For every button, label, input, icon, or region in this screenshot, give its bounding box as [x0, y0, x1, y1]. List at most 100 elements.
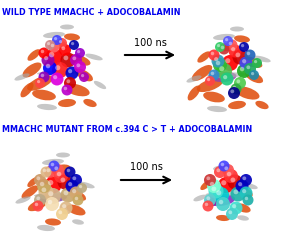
Ellipse shape — [45, 218, 61, 226]
Circle shape — [35, 78, 45, 88]
Ellipse shape — [234, 87, 259, 100]
Ellipse shape — [94, 81, 106, 89]
Circle shape — [236, 79, 240, 83]
Circle shape — [72, 189, 76, 193]
Circle shape — [48, 180, 53, 185]
Circle shape — [223, 75, 227, 79]
Circle shape — [234, 77, 246, 89]
Circle shape — [240, 57, 253, 69]
Circle shape — [61, 46, 65, 50]
Circle shape — [66, 67, 79, 79]
Circle shape — [49, 52, 54, 57]
Circle shape — [51, 44, 54, 47]
Ellipse shape — [39, 193, 67, 203]
Circle shape — [229, 42, 232, 45]
Circle shape — [61, 188, 76, 202]
Circle shape — [212, 186, 216, 191]
Circle shape — [204, 174, 216, 186]
Circle shape — [228, 174, 243, 190]
Ellipse shape — [242, 56, 262, 68]
Circle shape — [214, 57, 218, 61]
Circle shape — [35, 203, 38, 206]
Ellipse shape — [75, 69, 93, 81]
Circle shape — [36, 196, 40, 200]
Circle shape — [231, 177, 235, 182]
Circle shape — [61, 52, 76, 68]
Ellipse shape — [83, 99, 97, 107]
Circle shape — [242, 176, 246, 180]
Ellipse shape — [37, 70, 77, 76]
Ellipse shape — [28, 199, 48, 211]
Circle shape — [67, 169, 70, 172]
Ellipse shape — [188, 86, 200, 101]
Text: WILD TYPE MMACHC + ADOCOBALAMIN: WILD TYPE MMACHC + ADOCOBALAMIN — [2, 8, 181, 17]
Circle shape — [64, 87, 67, 90]
Circle shape — [231, 186, 246, 201]
Circle shape — [206, 176, 210, 180]
Circle shape — [64, 191, 68, 195]
Circle shape — [64, 77, 76, 89]
Circle shape — [232, 204, 236, 208]
Ellipse shape — [212, 72, 237, 82]
Circle shape — [213, 187, 229, 203]
Circle shape — [242, 189, 246, 193]
Ellipse shape — [255, 101, 268, 109]
Circle shape — [216, 61, 220, 65]
Circle shape — [57, 38, 67, 48]
Circle shape — [211, 72, 214, 75]
Circle shape — [48, 200, 52, 204]
Ellipse shape — [228, 101, 246, 109]
Circle shape — [70, 54, 82, 66]
Circle shape — [252, 58, 262, 68]
Circle shape — [68, 182, 72, 186]
Circle shape — [60, 201, 73, 215]
Circle shape — [46, 64, 50, 68]
Circle shape — [73, 176, 76, 180]
Circle shape — [51, 163, 54, 166]
Ellipse shape — [213, 34, 235, 40]
Circle shape — [41, 50, 44, 53]
Text: 100 ns: 100 ns — [134, 38, 166, 48]
Circle shape — [70, 186, 82, 200]
Circle shape — [75, 48, 85, 58]
Circle shape — [77, 50, 80, 53]
Circle shape — [53, 75, 57, 79]
Ellipse shape — [27, 177, 39, 187]
Circle shape — [235, 52, 240, 57]
Circle shape — [241, 44, 244, 47]
Circle shape — [45, 197, 59, 211]
Ellipse shape — [206, 191, 240, 197]
Ellipse shape — [253, 56, 271, 62]
Text: 100 ns: 100 ns — [129, 162, 163, 172]
Ellipse shape — [200, 180, 212, 190]
Circle shape — [62, 204, 66, 208]
Ellipse shape — [27, 49, 41, 61]
Circle shape — [34, 194, 46, 206]
Ellipse shape — [234, 35, 250, 43]
Circle shape — [229, 201, 243, 215]
Circle shape — [209, 183, 224, 199]
Circle shape — [212, 54, 225, 68]
Circle shape — [204, 194, 216, 206]
Circle shape — [40, 182, 44, 186]
Circle shape — [64, 166, 76, 177]
Ellipse shape — [64, 84, 90, 96]
Circle shape — [240, 67, 244, 71]
Circle shape — [223, 36, 233, 46]
Circle shape — [70, 174, 82, 186]
Circle shape — [56, 208, 68, 220]
Ellipse shape — [37, 225, 55, 231]
Ellipse shape — [21, 185, 39, 199]
Circle shape — [225, 166, 228, 170]
Circle shape — [251, 72, 254, 75]
Circle shape — [244, 50, 256, 61]
Circle shape — [76, 63, 80, 67]
Ellipse shape — [237, 215, 249, 221]
Circle shape — [221, 180, 226, 185]
Circle shape — [39, 71, 49, 83]
Circle shape — [45, 40, 55, 50]
Circle shape — [254, 60, 257, 63]
Circle shape — [217, 44, 220, 47]
Circle shape — [224, 169, 238, 183]
Circle shape — [228, 44, 241, 58]
